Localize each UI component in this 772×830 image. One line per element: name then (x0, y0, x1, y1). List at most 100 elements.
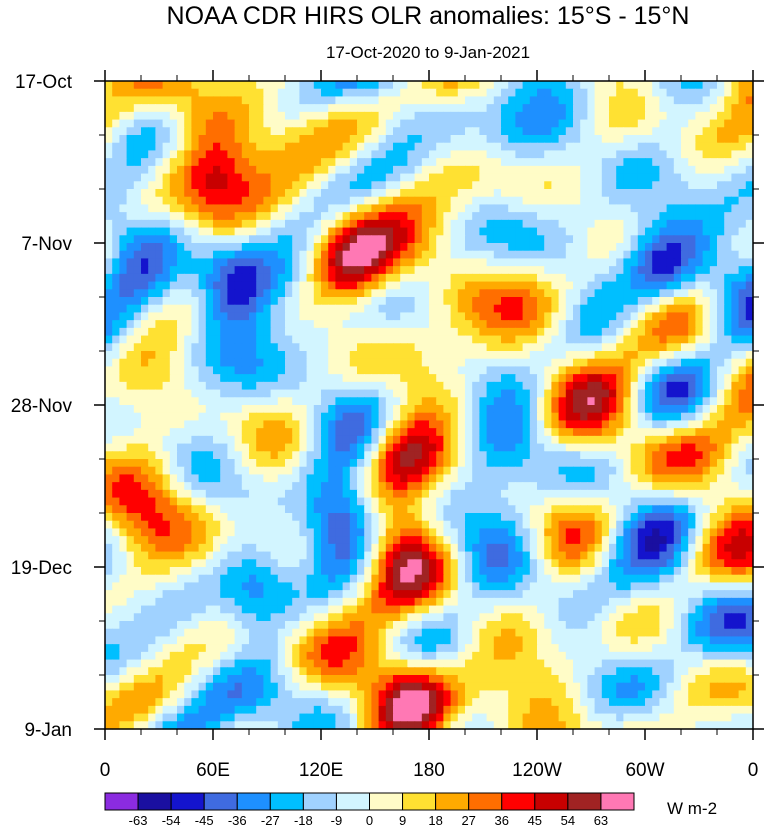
heat-cell (544, 250, 552, 260)
heat-cell (141, 189, 149, 198)
heat-cell (436, 104, 444, 113)
heat-cell (400, 127, 408, 136)
heat-cell (429, 451, 437, 460)
heat-cell (349, 173, 358, 182)
heat-cell (501, 428, 509, 437)
heat-cell (501, 312, 509, 321)
heat-cell (378, 351, 387, 360)
heat-cell (148, 459, 156, 468)
heat-cell (133, 459, 142, 468)
heat-cell (155, 173, 164, 182)
heat-cell (558, 289, 567, 298)
heat-cell (724, 312, 732, 321)
heat-cell (385, 358, 394, 368)
heat-cell (429, 142, 437, 152)
heat-cell (666, 320, 675, 329)
heat-cell (601, 366, 610, 375)
heat-cell (501, 266, 509, 275)
heat-cell (220, 397, 228, 406)
heat-cell (695, 327, 704, 337)
heat-cell (522, 81, 531, 90)
heat-cell (191, 405, 200, 414)
heat-cell (112, 135, 120, 144)
heat-cell (335, 219, 344, 229)
heat-cell (501, 497, 509, 506)
heat-cell (306, 435, 315, 445)
heat-cell (378, 150, 387, 159)
heat-cell (241, 374, 250, 383)
heat-cell (702, 289, 711, 298)
heat-cell (141, 374, 149, 383)
heat-cell (522, 204, 531, 213)
heat-cell (465, 304, 473, 314)
heat-cell (126, 189, 135, 198)
heat-cell (493, 489, 502, 499)
heat-cell (645, 320, 653, 329)
heat-cell (594, 389, 603, 398)
heat-cell (573, 135, 581, 144)
heat-cell (551, 204, 560, 213)
heat-cell (580, 135, 588, 144)
heat-cell (731, 289, 740, 298)
heat-cell (126, 428, 135, 437)
heat-cell (666, 158, 675, 167)
heat-cell (342, 466, 351, 476)
heat-cell (587, 289, 596, 298)
heat-cell (213, 81, 221, 90)
heat-cell (321, 111, 329, 121)
heat-cell (630, 327, 639, 337)
heat-cell (393, 150, 401, 159)
heat-cell (724, 281, 732, 290)
heat-cell (349, 266, 358, 275)
heat-cell (537, 189, 545, 198)
heat-cell (450, 189, 459, 198)
heat-cell (220, 196, 228, 206)
heat-cell (184, 281, 192, 290)
heat-cell (673, 181, 682, 190)
heat-cell (119, 204, 128, 213)
heat-cell (544, 281, 552, 290)
heat-cell (400, 297, 408, 306)
heat-cell (609, 243, 617, 252)
heat-cell (342, 435, 351, 445)
heat-cell (306, 173, 315, 182)
heat-cell (407, 181, 416, 190)
heat-cell (501, 397, 509, 406)
heat-cell (443, 142, 452, 152)
heat-cell (501, 443, 509, 452)
heat-cell (105, 181, 113, 190)
heat-cell (198, 466, 207, 476)
heat-cell (105, 474, 113, 483)
heat-cell (695, 343, 704, 352)
heat-cell (587, 212, 596, 221)
heat-cell (213, 327, 221, 337)
heat-cell (421, 405, 430, 414)
heat-cell (241, 435, 250, 445)
heat-cell (601, 119, 610, 128)
heat-cell (335, 258, 344, 267)
heat-cell (688, 489, 696, 499)
heat-cell (450, 397, 459, 406)
heat-cell (681, 297, 689, 306)
heat-cell (378, 235, 387, 244)
heat-cell (558, 196, 567, 206)
heat-cell (645, 297, 653, 306)
heat-cell (155, 297, 164, 306)
heat-cell (205, 412, 214, 422)
heat-cell (573, 181, 581, 190)
heat-cell (292, 351, 300, 360)
heat-cell (249, 243, 257, 252)
heat-cell (702, 397, 711, 406)
heat-cell (673, 304, 682, 314)
heat-cell (681, 312, 689, 321)
heat-cell (472, 235, 480, 244)
heat-cell (270, 466, 279, 476)
heat-cell (241, 482, 250, 491)
heat-cell (292, 405, 300, 414)
heat-cell (364, 142, 372, 152)
heat-cell (601, 474, 610, 483)
heat-cell (112, 142, 120, 152)
heat-cell (364, 219, 372, 229)
heat-cell (472, 165, 480, 175)
heat-cell (177, 142, 185, 152)
